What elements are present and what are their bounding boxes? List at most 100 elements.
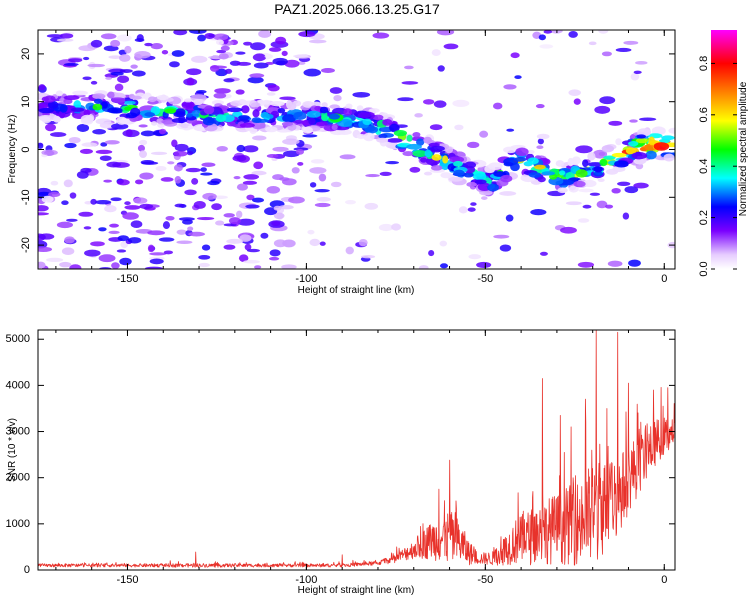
spectrogram-x-tick-label: -100 (295, 273, 317, 285)
heatmap-ridge-cell (402, 151, 414, 157)
heatmap-cell (139, 150, 147, 159)
heatmap-cell (127, 237, 142, 244)
spectrogram-y-tick-label: 20 (20, 48, 32, 60)
heatmap-ridge-cell (314, 105, 322, 111)
heatmap-ridge-cell (487, 162, 503, 170)
heatmap-ridge-cell (668, 127, 675, 134)
heatmap-ridge-cell (393, 129, 408, 137)
heatmap-cell (119, 69, 133, 73)
heatmap-cell (92, 129, 106, 135)
heatmap-cell (56, 221, 74, 229)
heatmap-ridge-cell (555, 160, 565, 167)
heatmap-ridge-cell (568, 185, 579, 193)
heatmap-cell (538, 34, 546, 41)
heatmap-cell (391, 223, 402, 231)
heatmap-cell (243, 41, 253, 46)
heatmap-cell (635, 61, 648, 65)
heatmap-ridge-cell (453, 160, 463, 167)
snr-x-axis-title: Height of straight line (km) (298, 585, 415, 596)
heatmap-ridge-cell (331, 124, 338, 130)
heatmap-cell (539, 44, 554, 49)
heatmap-cell (87, 63, 105, 68)
heatmap-cell (623, 40, 639, 45)
heatmap-cell (56, 38, 74, 42)
heatmap-cell (139, 139, 148, 146)
figure-title: PAZ1.2025.066.13.25.G17 (274, 1, 440, 17)
heatmap-cell (124, 201, 131, 206)
heatmap-cell (196, 89, 207, 94)
heatmap-cell (282, 138, 300, 145)
heatmap-ridge-cell (593, 171, 604, 177)
heatmap-ridge-cell (239, 99, 248, 105)
heatmap-ridge-cell (70, 107, 85, 112)
colorbar-axis: 0.0 0.2 0.4 0.6 0.8 (698, 56, 737, 277)
heatmap-ridge-cell (302, 126, 313, 134)
heatmap-ridge-cell (601, 144, 615, 153)
heatmap-ridge-cell (362, 118, 372, 126)
heatmap-ridge-cell (430, 165, 443, 171)
heatmap-cell (630, 72, 640, 81)
heatmap-cell (110, 197, 122, 202)
heatmap-cell (184, 189, 197, 196)
heatmap-cell (158, 128, 167, 135)
heatmap-cell (109, 223, 119, 228)
snr-y-tick-label: 5000 (6, 333, 30, 345)
heatmap-cell (108, 55, 123, 59)
heatmap-cell (246, 248, 260, 253)
heatmap-cell (242, 180, 258, 185)
heatmap-ridge-cell (63, 95, 80, 101)
heatmap-ridge-cell (412, 150, 428, 158)
heatmap-ridge-cell (259, 123, 266, 129)
heatmap-cell (514, 75, 522, 80)
heatmap-cell (345, 246, 354, 255)
colorbar-tick-label: 0.2 (698, 210, 710, 225)
heatmap-cell (228, 217, 241, 225)
heatmap-cell (433, 100, 447, 108)
heatmap-cell (171, 139, 178, 148)
heatmap-cell (83, 56, 90, 61)
heatmap-cell (158, 237, 175, 242)
heatmap-cell (594, 105, 611, 114)
heatmap-cell (243, 174, 260, 180)
heatmap-cell (536, 145, 544, 150)
heatmap-cell (344, 199, 357, 205)
heatmap-cell (246, 194, 255, 201)
heatmap-cell (41, 149, 58, 156)
heatmap-cell (95, 118, 112, 125)
heatmap-ridge-cell (144, 112, 156, 117)
heatmap-cell (252, 197, 264, 203)
colorbar-tick-label: 0.4 (698, 159, 710, 174)
heatmap-cell (46, 257, 64, 263)
heatmap-cell (106, 161, 121, 168)
heatmap-cell (139, 203, 154, 210)
heatmap-cell (266, 92, 276, 96)
heatmap-cell (278, 205, 294, 210)
heatmap-cell (505, 214, 514, 222)
heatmap-ridge-cell (337, 129, 352, 136)
heatmap-ridge-cell (389, 123, 400, 133)
heatmap-cell (114, 83, 124, 92)
heatmap-cell (467, 207, 476, 212)
spectrogram-x-axis-title: Height of straight line (km) (298, 285, 415, 296)
heatmap-cell (611, 187, 621, 194)
heatmap-cell (568, 89, 581, 96)
heatmap-ridge-cell (151, 121, 158, 126)
heatmap-cell (149, 252, 167, 256)
heatmap-cell (182, 219, 193, 225)
heatmap-cell (211, 203, 222, 211)
heatmap-ridge-cell (635, 138, 649, 144)
heatmap-cell (124, 45, 132, 54)
heatmap-ridge-cell (73, 100, 82, 110)
heatmap-cell (83, 226, 92, 230)
heatmap-cell (273, 212, 285, 220)
heatmap-cell (247, 76, 264, 84)
heatmap-cell (49, 132, 67, 137)
heatmap-cell (297, 161, 304, 166)
snr-x-tick-label: -150 (116, 574, 138, 586)
heatmap-cell (272, 57, 288, 66)
heatmap-cell (622, 212, 630, 220)
heatmap-ridge-cell (308, 117, 316, 125)
heatmap-cell (476, 261, 492, 268)
heatmap-cell (437, 65, 445, 72)
